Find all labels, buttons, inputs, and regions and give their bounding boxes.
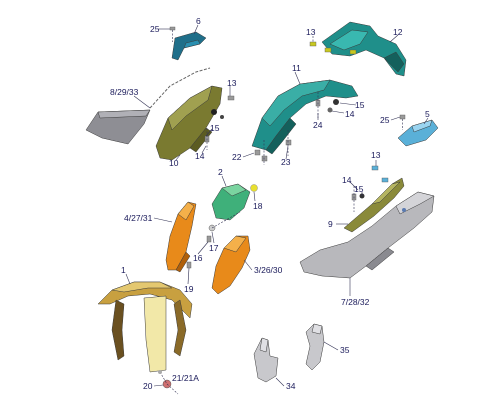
callout-6: 6 [196,16,201,26]
part-13-clips-top [309,36,357,55]
part-25-screw-top [169,26,176,42]
callout-17: 17 [209,243,219,253]
callout-14-left: 14 [195,151,205,161]
part-5-cover [397,119,439,147]
callout-7-28-32: 7/28/32 [341,297,370,307]
part-11-upper-fairing [251,79,359,155]
callout-24: 24 [313,120,323,130]
part-12-bracket [321,21,407,77]
callout-2: 2 [218,167,223,177]
part-18-clip [250,184,258,192]
callout-13-left: 13 [227,78,237,88]
part-22-23-screws [254,130,292,165]
part-6-bracket [171,31,207,61]
callout-21-21a: 21/21A [172,373,199,383]
part-35-bracket [305,323,325,371]
callout-20: 20 [143,381,153,391]
callout-4-27-31: 4/27/31 [124,213,153,223]
callout-15-right: 15 [354,184,364,194]
part-8-side-panel [85,67,211,145]
part-2-screen [211,183,251,221]
leader-lines [125,24,429,387]
callout-25-right: 25 [380,115,390,125]
callout-25-top: 25 [150,24,160,34]
callout-16: 16 [193,253,203,263]
part-19-screw [186,261,192,269]
callout-35: 35 [340,345,350,355]
callout-18: 18 [253,201,263,211]
callout-1: 1 [121,265,126,275]
callout-10: 10 [169,158,179,168]
part-1-front-fender [97,281,193,373]
callout-3-26-30: 3/26/30 [254,265,283,275]
callout-13-right: 13 [371,150,381,160]
part-9-rail [343,177,405,233]
part-20-21-fasteners [158,370,179,395]
callout-34: 34 [286,381,296,391]
part-10-side-cowl [155,85,223,161]
callout-23: 23 [281,157,291,167]
callout-15-center: 15 [355,100,365,110]
part-25-screw-right [399,114,406,130]
part-3-duct [211,235,251,295]
callout-5: 5 [425,109,430,119]
callout-12: 12 [393,27,403,37]
callout-13-top: 13 [306,27,316,37]
part-7-lower-fairing [299,191,435,279]
callout-labels: 25 6 13 12 11 8/29/33 13 15 14 10 15 14 … [110,16,430,391]
callout-14-center: 14 [345,109,355,119]
part-4-side-panel [165,201,197,273]
part-17-16-fasteners [206,211,241,243]
callout-19: 19 [184,284,194,294]
part-34-bracket [253,337,279,383]
callout-15-left: 15 [210,123,220,133]
callout-14-right: 14 [342,175,352,185]
callout-9: 9 [328,219,333,229]
callout-8-29-33: 8/29/33 [110,87,139,97]
callout-22: 22 [232,152,242,162]
callout-11: 11 [292,63,301,73]
part-13-15-14-fasteners-left [204,95,235,150]
